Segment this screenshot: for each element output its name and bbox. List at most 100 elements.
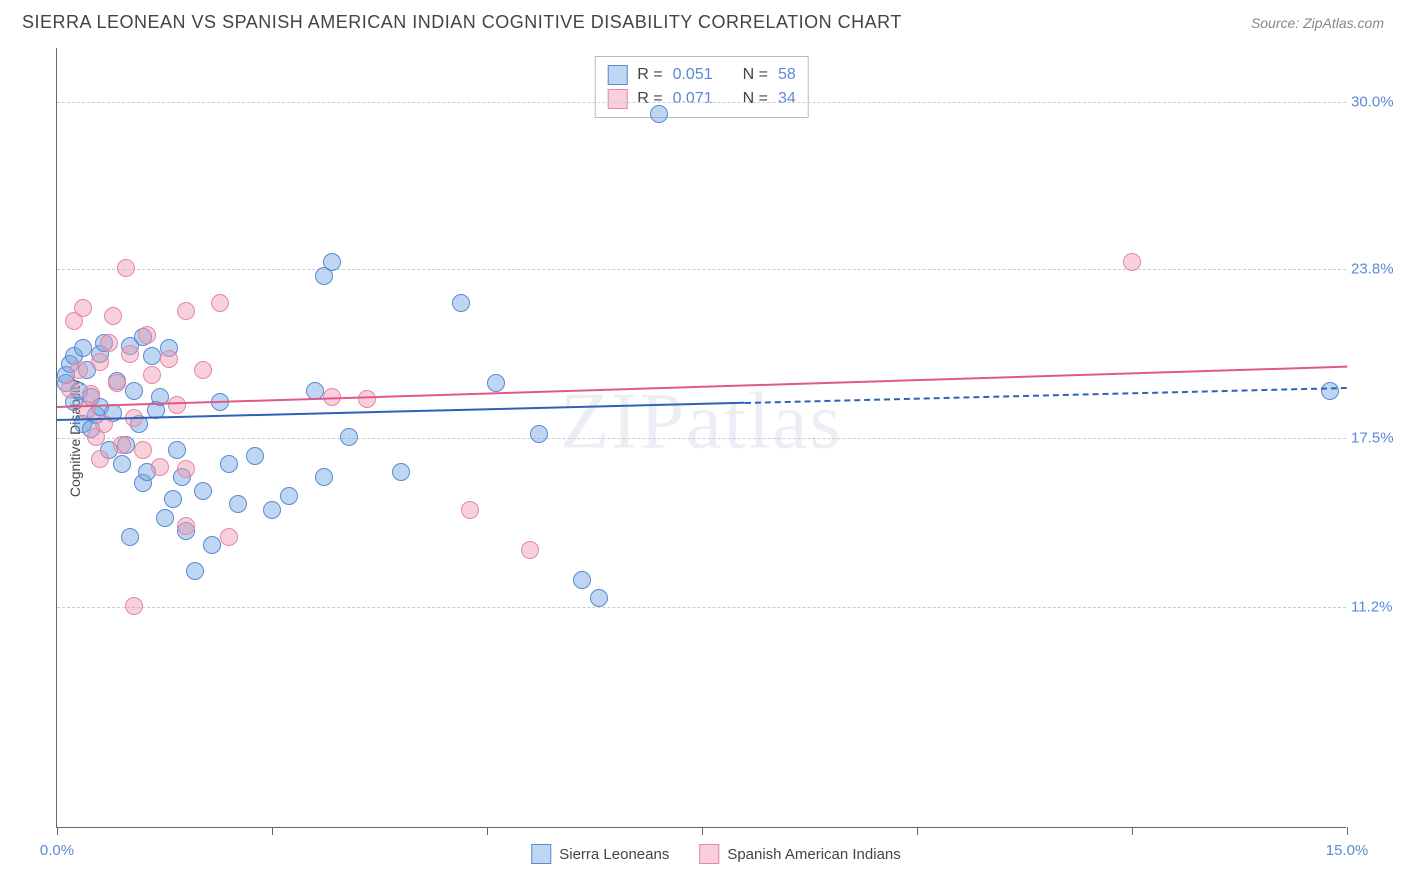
scatter-point xyxy=(246,447,264,465)
bottom-legend: Sierra Leoneans Spanish American Indians xyxy=(531,844,901,864)
trend-line xyxy=(745,387,1347,404)
scatter-point xyxy=(74,299,92,317)
trend-line xyxy=(57,365,1347,407)
scatter-point xyxy=(1321,382,1339,400)
scatter-point xyxy=(100,334,118,352)
scatter-point xyxy=(134,441,152,459)
scatter-point xyxy=(82,385,100,403)
legend-label: Spanish American Indians xyxy=(727,846,900,863)
scatter-point xyxy=(160,350,178,368)
scatter-point xyxy=(74,339,92,357)
scatter-point xyxy=(203,536,221,554)
x-tick xyxy=(1347,827,1348,835)
chart-title: SIERRA LEONEAN VS SPANISH AMERICAN INDIA… xyxy=(22,12,902,33)
stat-r-value: 0.051 xyxy=(673,66,713,84)
x-tick xyxy=(1132,827,1133,835)
gridline xyxy=(57,269,1346,270)
scatter-point xyxy=(392,463,410,481)
stat-r-label: R = xyxy=(637,66,662,84)
x-tick xyxy=(702,827,703,835)
scatter-point xyxy=(315,468,333,486)
stats-row: R = 0.051 N = 58 xyxy=(607,63,796,87)
stat-r-value: 0.071 xyxy=(673,90,713,108)
scatter-point xyxy=(156,509,174,527)
scatter-point xyxy=(229,495,247,513)
scatter-point xyxy=(70,361,88,379)
stat-n-label: N = xyxy=(743,90,768,108)
legend-label: Sierra Leoneans xyxy=(559,846,669,863)
scatter-point xyxy=(194,361,212,379)
chart-source: Source: ZipAtlas.com xyxy=(1251,15,1384,31)
scatter-point xyxy=(220,455,238,473)
y-tick-label: 11.2% xyxy=(1351,599,1406,616)
legend-swatch xyxy=(607,65,627,85)
x-tick xyxy=(272,827,273,835)
scatter-point xyxy=(168,441,186,459)
scatter-point xyxy=(143,366,161,384)
scatter-point xyxy=(117,259,135,277)
gridline xyxy=(57,438,1346,439)
scatter-point xyxy=(177,517,195,535)
x-tick xyxy=(487,827,488,835)
scatter-point xyxy=(650,105,668,123)
scatter-point xyxy=(194,482,212,500)
scatter-point xyxy=(91,450,109,468)
scatter-point xyxy=(280,487,298,505)
scatter-point xyxy=(143,347,161,365)
scatter-point xyxy=(590,589,608,607)
scatter-point xyxy=(461,501,479,519)
x-tick xyxy=(917,827,918,835)
x-tick-label: 0.0% xyxy=(40,842,74,859)
scatter-point xyxy=(61,380,79,398)
plot-region: ZIPatlas R =0.051N =58R =0.071N =34 11.2… xyxy=(56,48,1346,828)
scatter-point xyxy=(340,428,358,446)
scatter-point xyxy=(78,401,96,419)
gridline xyxy=(57,607,1346,608)
scatter-point xyxy=(487,374,505,392)
scatter-point xyxy=(211,294,229,312)
scatter-point xyxy=(177,302,195,320)
scatter-point xyxy=(186,562,204,580)
legend-swatch xyxy=(699,844,719,864)
scatter-point xyxy=(263,501,281,519)
scatter-point xyxy=(113,455,131,473)
legend-swatch xyxy=(531,844,551,864)
scatter-point xyxy=(121,345,139,363)
x-tick-label: 15.0% xyxy=(1326,842,1369,859)
scatter-point xyxy=(177,460,195,478)
stats-legend-box: R = 0.051 N = 58R = 0.071 N = 34 xyxy=(594,56,809,118)
scatter-point xyxy=(521,541,539,559)
scatter-point xyxy=(125,597,143,615)
chart-area: Cognitive Disability ZIPatlas R =0.051N … xyxy=(46,48,1386,828)
scatter-point xyxy=(121,528,139,546)
scatter-point xyxy=(1123,253,1141,271)
scatter-point xyxy=(138,326,156,344)
scatter-point xyxy=(573,571,591,589)
stats-row: R =0.071N =34 xyxy=(607,87,796,111)
scatter-point xyxy=(323,253,341,271)
scatter-point xyxy=(104,307,122,325)
scatter-point xyxy=(91,353,109,371)
scatter-point xyxy=(113,436,131,454)
scatter-point xyxy=(108,374,126,392)
scatter-point xyxy=(220,528,238,546)
scatter-point xyxy=(358,390,376,408)
y-tick-label: 17.5% xyxy=(1351,430,1406,447)
scatter-point xyxy=(452,294,470,312)
stat-n-value: 58 xyxy=(778,66,796,84)
chart-header: SIERRA LEONEAN VS SPANISH AMERICAN INDIA… xyxy=(0,0,1406,33)
scatter-point xyxy=(168,396,186,414)
gridline xyxy=(57,102,1346,103)
legend-item: Spanish American Indians xyxy=(699,844,900,864)
y-tick-label: 23.8% xyxy=(1351,260,1406,277)
stat-n-label: N = xyxy=(743,66,768,84)
stat-n-value: 34 xyxy=(778,90,796,108)
legend-swatch xyxy=(607,89,627,109)
legend-item: Sierra Leoneans xyxy=(531,844,669,864)
x-tick xyxy=(57,827,58,835)
scatter-point xyxy=(530,425,548,443)
scatter-point xyxy=(125,382,143,400)
scatter-point xyxy=(151,458,169,476)
scatter-point xyxy=(164,490,182,508)
y-tick-label: 30.0% xyxy=(1351,93,1406,110)
